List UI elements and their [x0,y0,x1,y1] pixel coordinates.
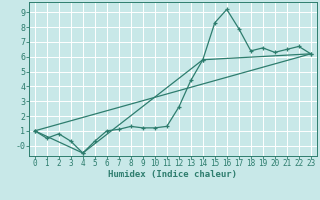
X-axis label: Humidex (Indice chaleur): Humidex (Indice chaleur) [108,170,237,179]
